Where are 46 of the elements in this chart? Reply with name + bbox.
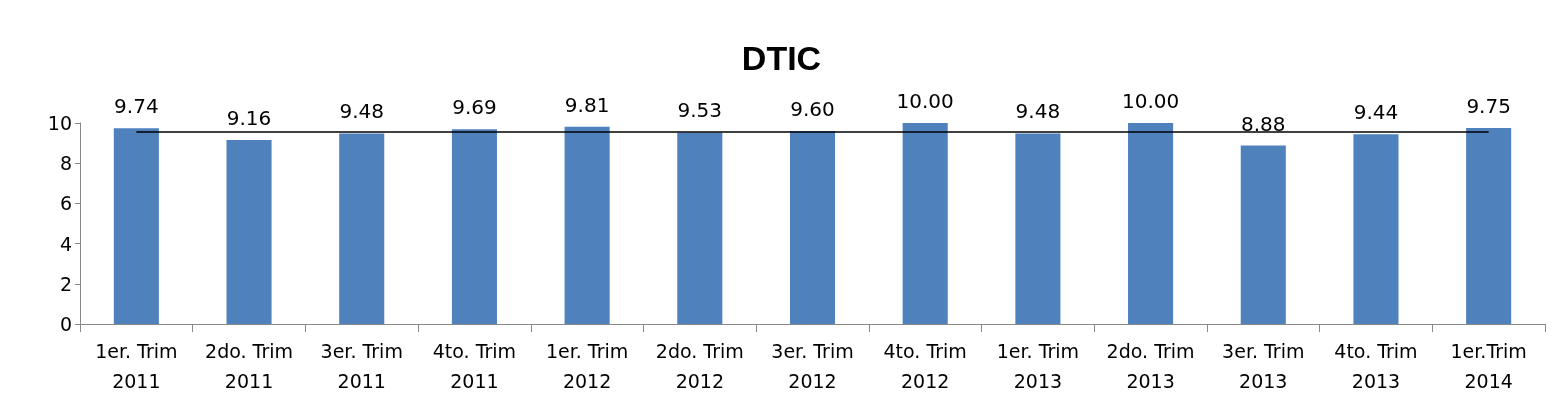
data-label: 9.48 — [1015, 99, 1061, 124]
data-label: 10.00 — [896, 89, 954, 113]
data-label: 9.16 — [226, 105, 272, 130]
bar — [339, 133, 385, 324]
data-label: 9.44 — [1353, 100, 1399, 125]
bar — [1240, 145, 1286, 324]
bar — [789, 131, 836, 324]
y-tick-label: 0 — [59, 313, 72, 335]
x-tick-label: 4to. Trim 2012 — [883, 340, 967, 392]
x-tick-label: 4to. Trim 2011 — [432, 340, 517, 392]
x-tick-label: 3er. Trim 2012 — [771, 340, 854, 392]
x-tick-label: 2do. Trim 2013 — [1106, 340, 1195, 392]
x-tick-label: 3er. Trim 2011 — [320, 340, 403, 392]
bar — [1015, 133, 1061, 324]
x-tick-label: 2do. Trim 2011 — [205, 340, 294, 392]
bar — [451, 129, 497, 324]
data-label: 10.00 — [1121, 89, 1180, 113]
bar — [902, 123, 948, 324]
bar — [564, 126, 610, 324]
x-tick-label: 1er. Trim 2013 — [996, 340, 1080, 392]
data-label: 9.48 — [339, 99, 384, 124]
data-label: 9.74 — [114, 94, 159, 119]
bar — [113, 128, 159, 324]
x-tick-label: 1er. Trim 2012 — [545, 340, 629, 392]
data-label: 9.75 — [1466, 94, 1511, 119]
bar — [1466, 128, 1512, 324]
data-label: 8.88 — [1241, 111, 1286, 136]
x-tick-label: 3er. Trim 2013 — [1222, 340, 1305, 392]
x-tick-label: 1er.Trim 2014 — [1450, 340, 1527, 392]
bar — [226, 139, 272, 324]
x-tick-label: 4to. Trim 2013 — [1334, 340, 1418, 392]
x-tick-label: 2do. Trim 2012 — [655, 340, 744, 392]
y-tick-label: 2 — [59, 272, 72, 295]
y-tick-label: 10 — [47, 112, 72, 134]
bar — [677, 132, 723, 324]
y-tick-label: 8 — [59, 152, 72, 175]
data-label: 9.81 — [564, 92, 610, 117]
chart-title: DTIC — [741, 39, 822, 77]
y-tick-label: 4 — [59, 232, 72, 255]
data-label: 9.69 — [452, 95, 497, 120]
bar — [1128, 123, 1174, 324]
data-label: 9.60 — [790, 97, 835, 122]
data-label: 9.53 — [677, 98, 723, 123]
bar — [1353, 134, 1399, 324]
y-tick-label: 6 — [59, 192, 72, 215]
x-tick-label: 1er. Trim 2011 — [95, 340, 178, 392]
